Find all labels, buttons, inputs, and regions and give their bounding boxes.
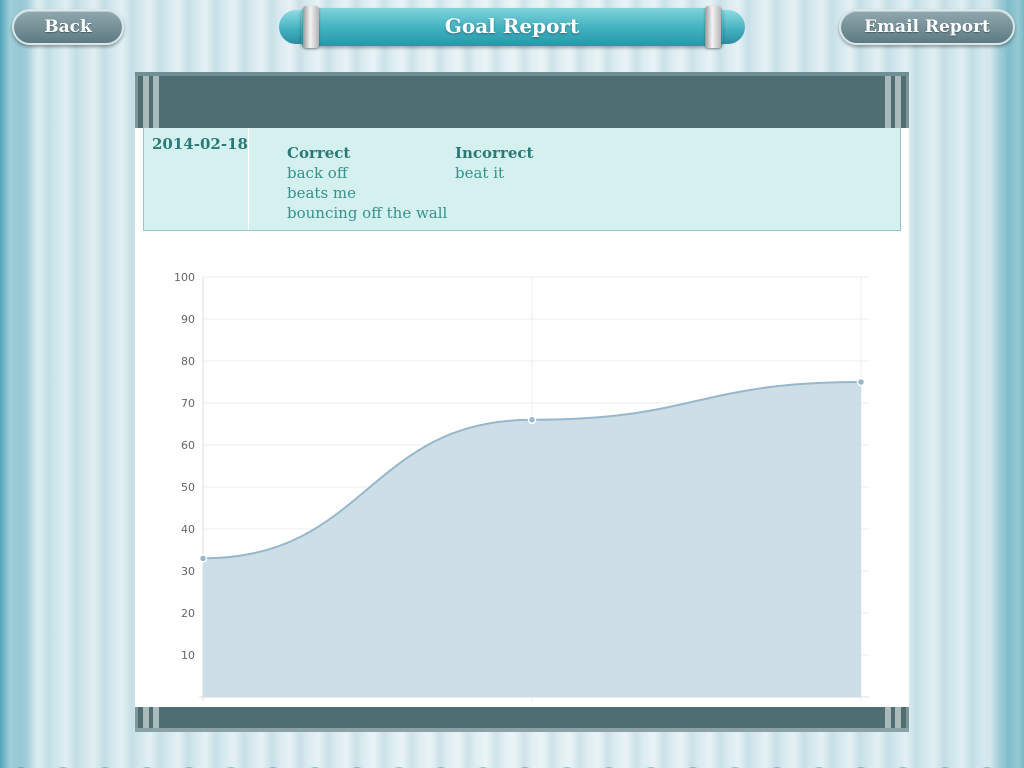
correct-item: back off [287, 164, 348, 182]
board-footer-bar [135, 707, 909, 732]
correct-item: bouncing off the wall [287, 204, 448, 222]
banner-body [301, 8, 723, 46]
correct-heading: Correct [287, 144, 351, 162]
y-tick-label: 50 [181, 481, 195, 494]
header-stripe [135, 76, 138, 128]
footer-stripe [135, 707, 138, 728]
footer-stripe [885, 707, 891, 728]
banner-clip-left [303, 6, 319, 48]
header-stripe [906, 76, 909, 128]
banner-clip-right [705, 6, 721, 48]
incorrect-heading: Incorrect [455, 144, 534, 162]
report-entry-row: 2014-02-18 Correct back off beats me bou… [143, 128, 901, 231]
incorrect-column: Incorrect beat it [455, 143, 533, 183]
footer-stripe [906, 707, 909, 728]
board-header-bar [135, 72, 909, 128]
back-button[interactable]: Back [12, 9, 124, 45]
y-tick-label: 20 [181, 607, 195, 620]
y-tick-label: 40 [181, 523, 195, 536]
report-board: 2014-02-18 Correct back off beats me bou… [135, 72, 909, 732]
bottom-trim [0, 754, 1024, 768]
y-tick-label: 80 [181, 355, 195, 368]
footer-stripe [153, 707, 159, 728]
header-stripe [153, 76, 159, 128]
entry-date: 2014-02-18 [144, 128, 249, 230]
y-tick-label: 10 [181, 649, 195, 662]
footer-stripe [143, 707, 149, 728]
y-tick-label: 90 [181, 313, 195, 326]
header-stripe [885, 76, 891, 128]
progress-area-chart: 10 20 30 40 50 60 70 80 90 100 [174, 271, 869, 701]
data-point [198, 554, 208, 563]
y-tick-label: 30 [181, 565, 195, 578]
data-point [856, 377, 866, 387]
y-tick-label: 70 [181, 397, 195, 410]
y-tick-label: 100 [174, 271, 195, 284]
incorrect-item: beat it [455, 164, 505, 182]
header-stripe [895, 76, 901, 128]
footer-stripe [895, 707, 901, 728]
data-point [527, 415, 537, 425]
y-tick-label: 60 [181, 439, 195, 452]
correct-column: Correct back off beats me bouncing off t… [287, 143, 447, 223]
correct-item: beats me [287, 184, 357, 202]
title-banner: Goal Report [279, 6, 745, 48]
page-title: Goal Report [444, 14, 580, 38]
series-area [203, 382, 861, 697]
email-report-button[interactable]: Email Report [839, 9, 1015, 45]
header-stripe [143, 76, 149, 128]
